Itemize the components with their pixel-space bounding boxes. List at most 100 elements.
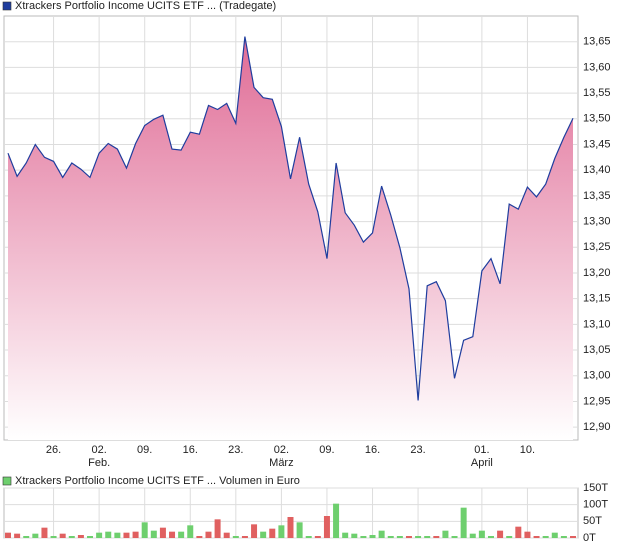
month-label: April [471,457,493,469]
y-tick-label: 100T [583,499,608,511]
volume-bar [114,532,121,538]
volume-bar [415,536,422,538]
volume-bar [533,536,540,538]
volume-bar [442,530,449,538]
volume-bar [196,536,203,538]
y-tick-label: 12,95 [583,395,611,407]
y-tick-label: 50T [583,515,602,527]
x-tick-label: 02. [274,444,289,456]
volume-bar [305,536,312,538]
area-fill [8,36,573,440]
volume-bar [497,530,504,538]
y-tick-label: 13,25 [583,241,611,253]
volume-bar [506,536,513,538]
volume-bar [132,531,139,538]
month-label: Feb. [88,457,110,469]
volume-bar [178,531,185,538]
volume-bar [123,532,130,538]
volume-bar [14,533,21,538]
volume-bar [5,532,11,538]
price-line [7,36,574,401]
volume-bar [333,503,340,538]
x-tick-label: 02. [91,444,106,456]
y-tick-label: 13,20 [583,267,611,279]
volume-bar [433,536,440,538]
x-tick-label: 01. [474,444,489,456]
volume-bar [223,532,230,538]
volume-bar [378,530,385,538]
volume-bar [278,525,285,538]
y-tick-label: 13,30 [583,215,611,227]
y-tick-label: 0T [583,532,596,544]
y-tick-label: 13,50 [583,113,611,125]
x-tick-label: 23. [410,444,425,456]
x-tick-label: 16. [183,444,198,456]
volume-bar [68,536,75,538]
y-tick-label: 13,55 [583,87,611,99]
y-tick-label: 13,00 [583,370,611,382]
volume-bar [296,522,303,538]
volume-bar [269,528,276,538]
volume-bar [396,536,403,538]
x-tick-label: 16. [365,444,380,456]
volume-bar [478,530,485,538]
y-tick-label: 150T [583,482,608,494]
y-tick-label: 13,05 [583,344,611,356]
chart-title: Xtrackers Portfolio Income UCITS ETF ...… [15,475,300,487]
volume-bar [141,522,148,538]
volume-bar [460,507,467,538]
volume-bar [287,517,294,538]
x-tick-label: 23. [228,444,243,456]
title-marker [2,476,12,486]
y-tick-label: 13,40 [583,164,611,176]
month-label: März [269,457,293,469]
y-tick-label: 13,65 [583,36,611,48]
volume-bar [232,536,239,538]
volume-bar [342,532,349,538]
volume-bar [314,536,321,538]
volume-bar [323,516,330,538]
volume-bar [214,519,221,538]
volume-bar [50,536,57,538]
volume-bar [77,535,84,538]
volume-bar [169,531,176,538]
volume-bar [405,536,412,538]
volume-bar [241,536,248,538]
volume-bar [159,527,166,538]
volume-bar [424,536,431,538]
volume-bar [150,530,157,538]
title-marker [2,1,12,11]
y-tick-label: 13,10 [583,318,611,330]
x-tick-label: 09. [319,444,334,456]
y-tick-label: 13,15 [583,293,611,305]
volume-bar [23,536,30,538]
volume-bar [32,533,39,538]
x-tick-label: 10. [520,444,535,456]
volume-bar [369,535,376,538]
x-tick-label: 09. [137,444,152,456]
y-tick-label: 13,60 [583,61,611,73]
volume-bar [551,532,558,538]
volume-bar [387,536,394,538]
volume-bar [105,531,112,538]
y-tick-label: 13,45 [583,138,611,150]
volume-bar [205,531,212,538]
volume-bar [96,532,103,538]
volume-bar [187,525,194,538]
y-tick-label: 12,90 [583,421,611,433]
volume-bar [251,524,258,538]
x-tick-label: 26. [46,444,61,456]
chart-title: Xtrackers Portfolio Income UCITS ETF ...… [15,0,276,12]
volume-bar [260,531,267,538]
volume-bar [59,533,66,538]
volume-bar [351,533,358,538]
volume-bar [560,536,567,538]
volume-bar [524,531,531,538]
volume-bar [487,536,494,538]
y-tick-label: 13,35 [583,190,611,202]
volume-bar [469,533,476,538]
volume-bar [87,536,94,538]
volume-bar [41,527,48,538]
volume-bar [542,536,549,538]
